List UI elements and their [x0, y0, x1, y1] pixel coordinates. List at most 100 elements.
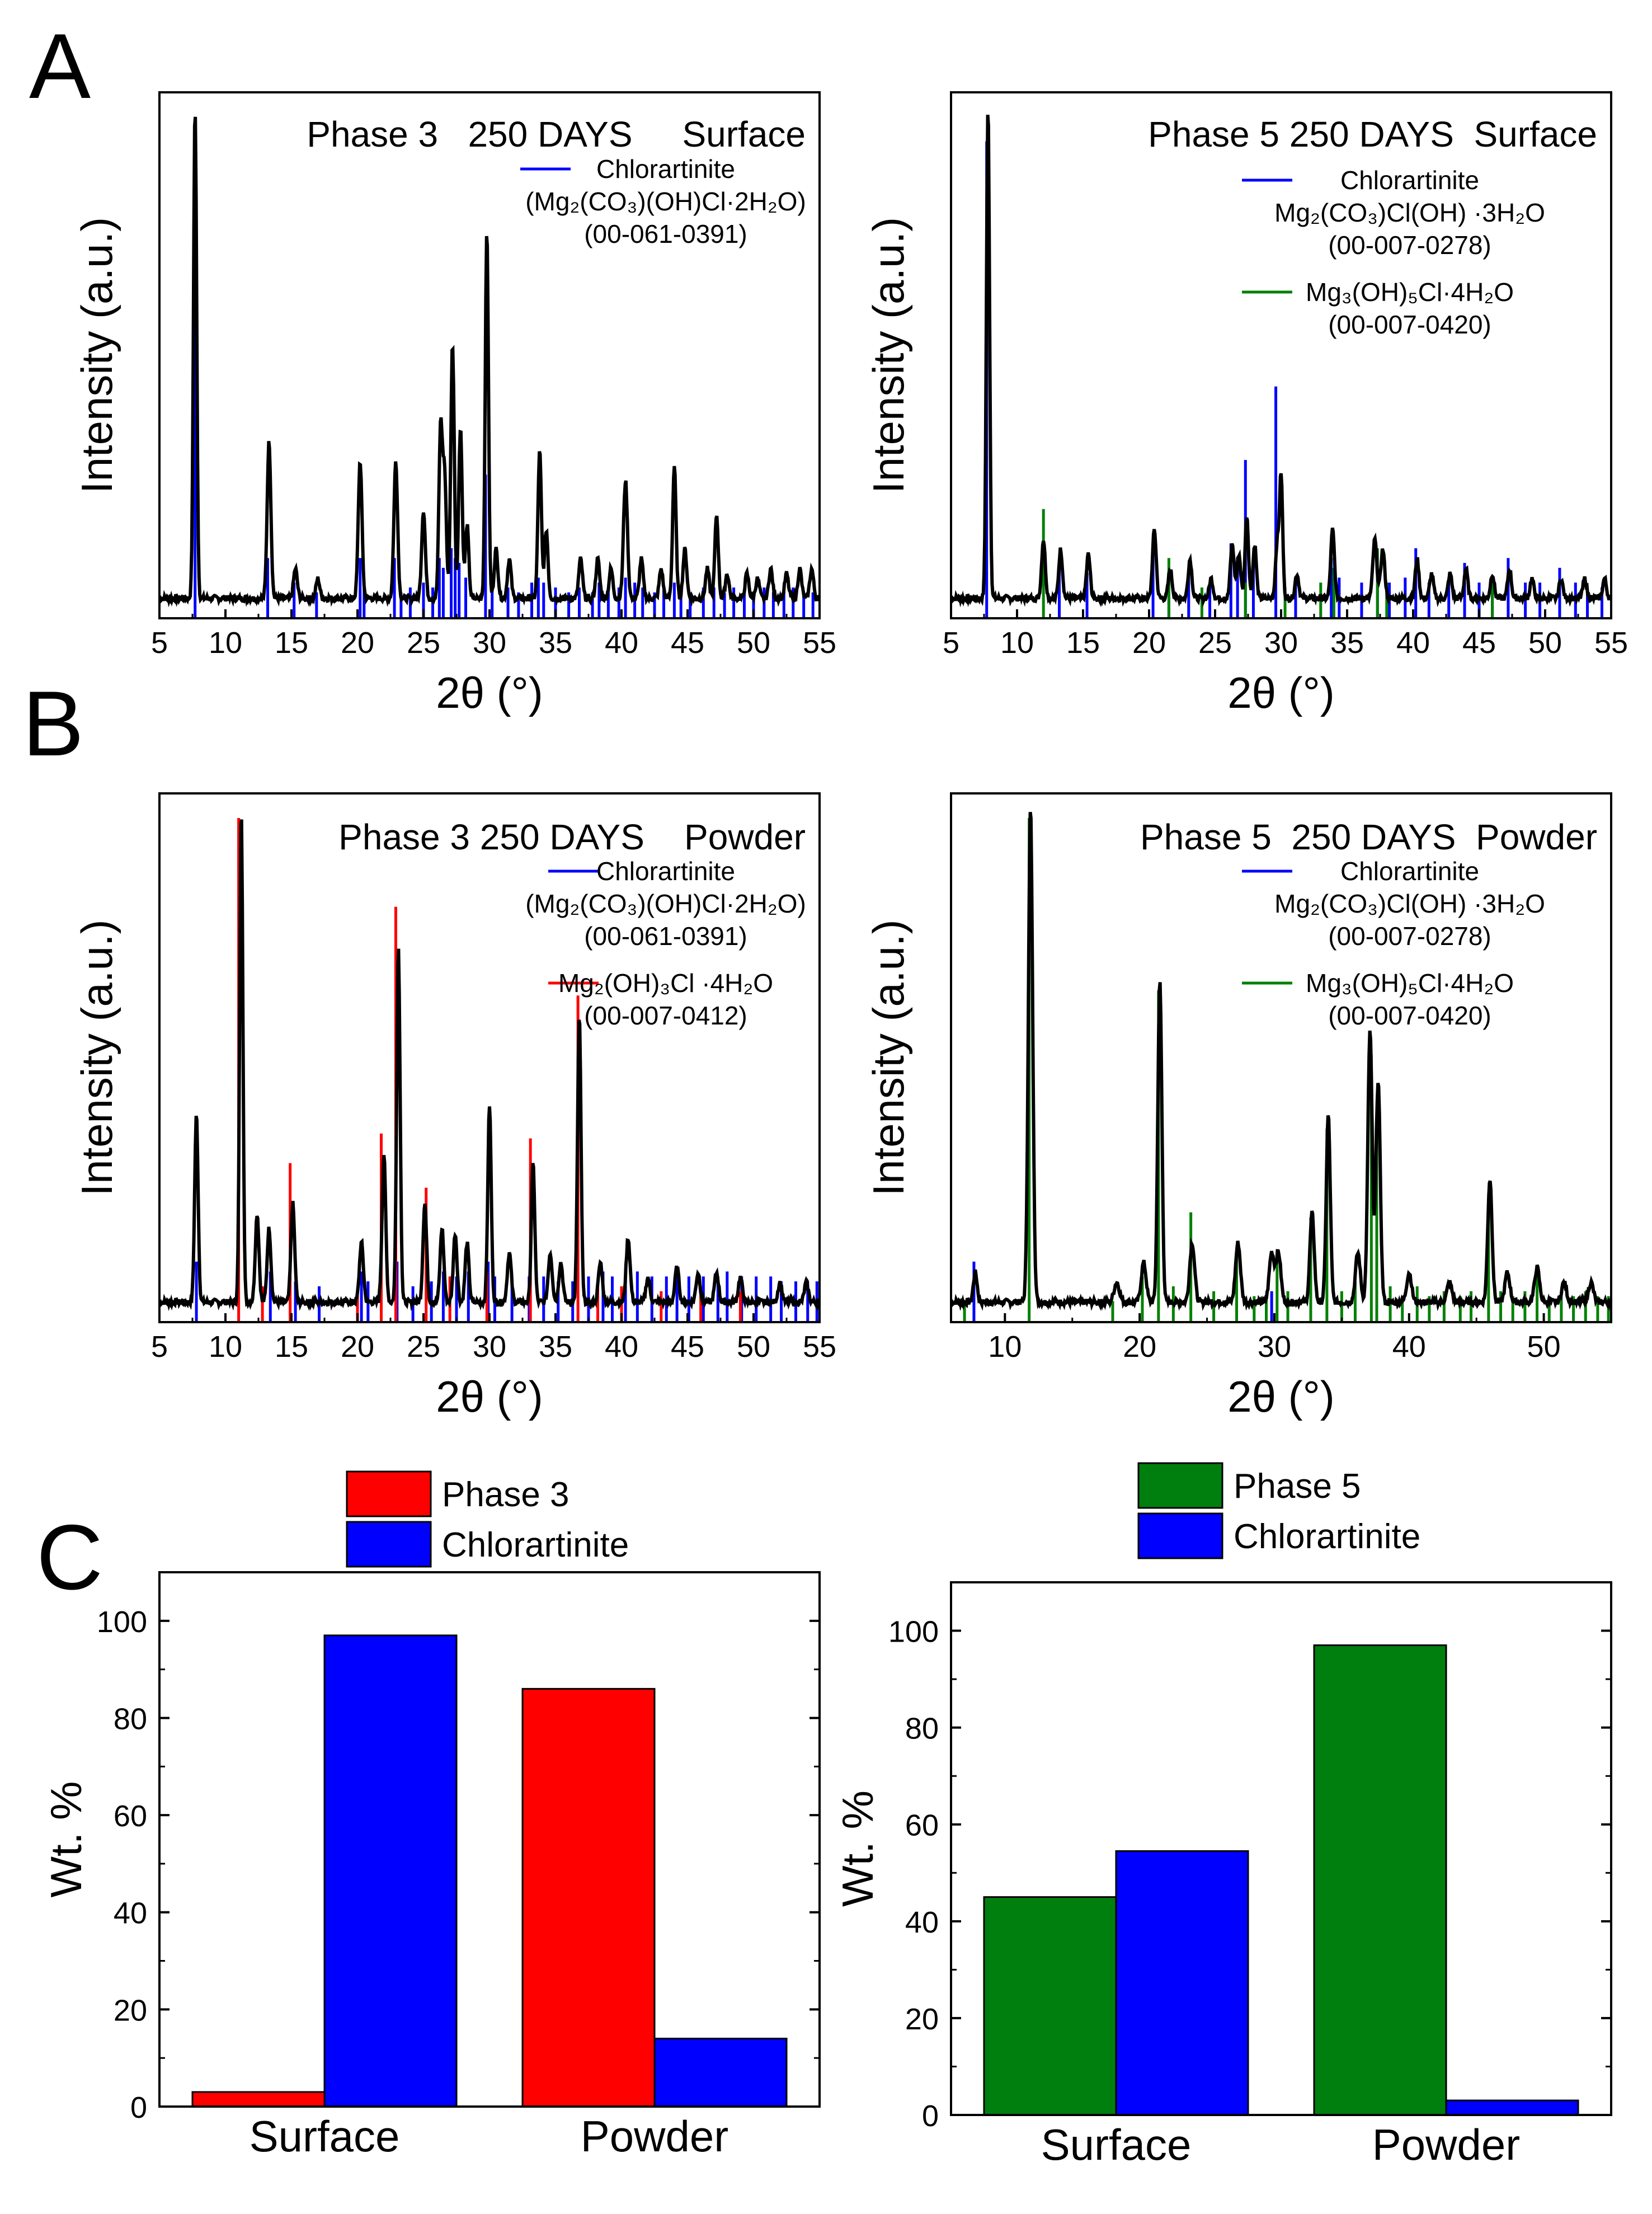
legend-text: (Mg₂(CO₃)(OH)Cl·2H₂O): [525, 889, 806, 918]
legend-swatch: [1137, 1462, 1223, 1509]
y-tick-label: 100: [888, 1615, 939, 1649]
chart-title: Phase 5 250 DAYS Powder: [1140, 817, 1597, 857]
legend-text: (00-061-0391): [584, 922, 747, 951]
category-label: Surface: [250, 2112, 400, 2161]
panel-letter-b: B: [22, 672, 84, 775]
x-tick-label: 55: [803, 1330, 836, 1364]
x-tick-label: 25: [1198, 626, 1232, 660]
x-tick-label: 5: [151, 1330, 168, 1364]
x-tick-label: 20: [1132, 626, 1166, 660]
x-axis-label: 2θ (°): [1227, 668, 1335, 717]
y-tick-label: 80: [114, 1702, 147, 1736]
x-tick-label: 55: [1594, 626, 1628, 660]
legend-text: Mg₃(OH)₅Cl·4H₂O: [1306, 969, 1514, 998]
x-tick-label: 10: [209, 1330, 242, 1364]
x-tick-label: 20: [341, 1330, 374, 1364]
x-tick-label: 5: [943, 626, 959, 660]
diffraction-pattern: [158, 819, 821, 1312]
x-tick-label: 50: [737, 626, 770, 660]
x-tick-label: 20: [1123, 1330, 1156, 1364]
x-tick-label: 25: [407, 1330, 440, 1364]
legend-text: (00-061-0391): [584, 219, 747, 248]
legend-swatch: [346, 1521, 432, 1568]
category-label: Powder: [581, 2112, 728, 2161]
chart-title: Phase 3 250 DAYS Surface: [307, 114, 806, 154]
y-axis-label: Wt. %: [833, 1790, 882, 1907]
bar-chlorartinite: [323, 1634, 458, 2108]
y-tick-label: 0: [922, 2099, 939, 2133]
plot-frame: [950, 1581, 1612, 2116]
y-axis-label: Intensity (a.u.): [72, 217, 121, 493]
x-tick-label: 15: [1066, 626, 1100, 660]
y-axis-label: Intensity (a.u.): [72, 919, 121, 1196]
legend-text: Chlorartinite: [1340, 857, 1479, 886]
panel-letter-c: C: [36, 1506, 103, 1609]
legend-text: (00-007-0278): [1328, 922, 1491, 951]
legend-text: Mg₂(CO₃)Cl(OH) ·3H₂O: [1274, 198, 1545, 227]
y-tick-label: 20: [114, 1994, 147, 2027]
x-axis-label: 2θ (°): [436, 668, 543, 717]
bar-chart-C-left: Surface Powder 0 20 40 60 80 100 Wt. % Phase 3 Chl…: [41, 1470, 821, 2161]
x-tick-label: 15: [275, 626, 308, 660]
legend-text: Chlorartinite: [596, 154, 735, 184]
x-tick-label: 40: [605, 626, 638, 660]
x-tick-label: 10: [209, 626, 242, 660]
x-tick-label: 50: [737, 1330, 770, 1364]
x-tick-label: 5: [151, 626, 168, 660]
x-axis-label: 2θ (°): [436, 1372, 543, 1421]
y-axis-label: Intensity (a.u.): [864, 217, 913, 493]
x-tick-label: 10: [1000, 626, 1034, 660]
legend-swatch: [346, 1470, 432, 1517]
plot-frame: [950, 792, 1612, 1323]
x-tick-label: 45: [671, 1330, 704, 1364]
x-tick-label: 10: [988, 1330, 1022, 1364]
xrd-chart-A-left: 5 10 15 20 25 30 35 40 45 50 55 2θ (°) Intensity (a.…: [72, 91, 836, 717]
x-tick-label: 20: [341, 626, 374, 660]
panel-letter-a: A: [29, 15, 91, 117]
y-tick-label: 60: [905, 1809, 939, 1842]
plot-frame: [950, 91, 1612, 619]
legend-text: Chlorartinite: [596, 857, 735, 886]
xrd-chart-B-right: 10 20 30 40 50 2θ (°) Intensity (a.u.) Phase 5 …: [864, 792, 1612, 1421]
category-label: Surface: [1041, 2120, 1192, 2169]
x-tick-label: 30: [473, 1330, 506, 1364]
x-tick-label: 50: [1527, 1330, 1561, 1364]
x-tick-label: 30: [473, 626, 506, 660]
bar-phase-5: [1313, 1644, 1447, 2116]
y-tick-label: 80: [905, 1712, 939, 1746]
legend-text: Phase 5: [1234, 1467, 1361, 1506]
xrd-chart-B-left: 5 10 15 20 25 30 35 40 45 50 55 2θ (°) Intensity (a.…: [72, 792, 836, 1421]
legend-text: Mg₂(OH)₃Cl ·4H₂O: [558, 969, 773, 998]
legend-text: (00-007-0278): [1328, 231, 1491, 260]
legend-text: Chlorartinite: [442, 1526, 629, 1564]
diffraction-pattern: [950, 812, 1612, 1312]
legend-text: (00-007-0420): [1328, 310, 1491, 339]
diffraction-pattern: [950, 114, 1612, 608]
bar-chlorartinite: [653, 2037, 788, 2108]
plot-frame: [158, 1571, 821, 2108]
bar-chlorartinite: [1115, 1850, 1249, 2116]
y-axis-label: Wt. %: [41, 1781, 91, 1898]
x-tick-label: 55: [803, 626, 836, 660]
y-tick-label: 40: [905, 1906, 939, 1939]
chart-title: Phase 5 250 DAYS Surface: [1148, 114, 1597, 154]
legend-text: Mg₃(OH)₅Cl·4H₂O: [1306, 278, 1514, 307]
x-tick-label: 25: [407, 626, 440, 660]
x-tick-label: 40: [1392, 1330, 1426, 1364]
legend-text: (00-007-0420): [1328, 1001, 1491, 1030]
y-tick-label: 20: [905, 2003, 939, 2036]
legend-text: Phase 3: [442, 1475, 570, 1514]
bar-chlorartinite: [1445, 2099, 1579, 2116]
legend-swatch: [1137, 1512, 1223, 1559]
legend-text: Chlorartinite: [1340, 166, 1479, 195]
diffraction-pattern: [158, 116, 821, 608]
y-tick-label: 60: [114, 1799, 147, 1833]
legend-text: Mg₂(CO₃)Cl(OH) ·3H₂O: [1274, 889, 1545, 918]
bar-phase-3: [521, 1687, 656, 2108]
y-tick-label: 100: [97, 1605, 147, 1639]
y-tick-label: 0: [130, 2091, 147, 2124]
bar-chart-C-right: Surface Powder 0 20 40 60 80 100 Wt. % Phase 5 Chl…: [833, 1462, 1612, 2169]
x-tick-label: 45: [1462, 626, 1496, 660]
legend-text: Chlorartinite: [1234, 1517, 1420, 1556]
x-tick-label: 40: [605, 1330, 638, 1364]
